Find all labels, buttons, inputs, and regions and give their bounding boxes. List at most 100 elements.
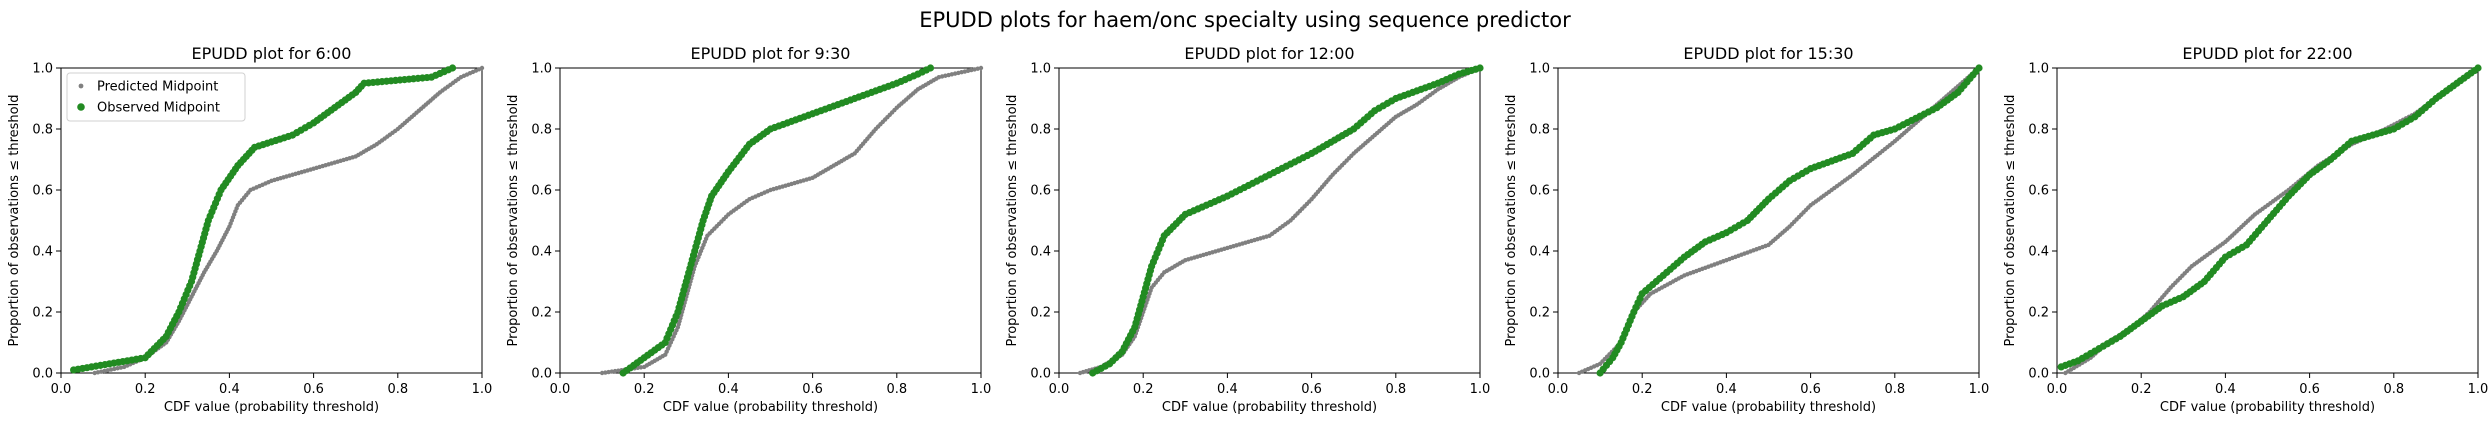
x-tick-label: 0.4 [1716,382,1737,397]
x-tick-label: 0.6 [2299,382,2320,397]
predicted-point [479,65,485,71]
predicted-point [599,370,605,376]
predicted-point [978,65,984,71]
observed-point [2474,64,2482,72]
x-axis-label: CDF value (probability threshold) [1661,400,1876,415]
predicted-point [115,366,120,371]
chart-panel-4: 0.0 0.2 0.4 0.6 0.8 1.0 0.0 0.2 0.4 0.6 0.8 1.0 EPUD… [2003,44,2488,415]
x-tick-label: 0.6 [802,382,823,397]
x-tick-label: 1.0 [1969,382,1990,397]
y-tick-label: 1.0 [32,62,53,77]
predicted-point [102,368,107,374]
observed-point [1975,64,1983,72]
x-tick-label: 1.0 [971,382,992,397]
y-tick-label: 0.2 [1529,306,1550,321]
observed-point [448,64,457,72]
panels: 0.0 0.2 0.4 0.6 0.8 1.0 0.0 0.2 0.4 0.6 0.8 1.0 EPUD… [7,44,2488,415]
legend-label-observed: Observed Midpoint [97,101,220,116]
x-tick-label: 0.0 [2047,382,2068,397]
observed-series [70,64,457,374]
x-tick-label: 0.2 [135,382,156,397]
x-tick-label: 0.6 [1301,382,1322,397]
observed-point [1476,64,1484,72]
predicted-point [603,370,608,375]
x-tick-label: 0.2 [634,382,655,397]
y-tick-label: 0.4 [32,245,53,260]
predicted-point [99,369,104,374]
x-tick-label: 0.0 [1548,382,1569,397]
axes-frame [2056,67,2479,374]
y-tick-label: 1.0 [2028,62,2049,77]
x-tick-label: 1.0 [1470,382,1491,397]
chart-panel-0: 0.0 0.2 0.4 0.6 0.8 1.0 0.0 0.2 0.4 0.6 0.8 1.0 EPUD… [7,44,492,415]
predicted-point [612,368,618,374]
observed-series [1089,64,1484,377]
legend: Predicted Midpoint Observed Midpoint [66,72,246,122]
chart-panel-1: 0.0 0.2 0.4 0.6 0.8 1.0 0.0 0.2 0.4 0.6 0.8 1.0 EPUD… [506,44,991,415]
predicted-point [609,369,615,374]
y-tick-label: 0.4 [531,245,552,260]
y-tick-label: 0.6 [1030,184,1051,199]
axes-frame [1557,67,1980,374]
legend-label-predicted: Predicted Midpoint [97,80,218,95]
axes-frame [1058,67,1481,374]
predicted-series [1077,65,1483,376]
legend-marker-observed [77,103,85,111]
y-tick-label: 0.2 [2028,306,2049,321]
x-tick-label: 0.0 [51,382,72,397]
x-tick-label: 0.4 [2215,382,2236,397]
legend-marker-predicted [78,83,84,89]
x-axis-label: CDF value (probability threshold) [663,400,878,415]
y-tick-label: 0.2 [531,306,552,321]
x-tick-label: 0.4 [1217,382,1238,397]
chart-title: EPUDD plot for 6:00 [192,44,352,63]
predicted-point [92,370,97,376]
x-axis-label: CDF value (probability threshold) [1162,400,1377,415]
x-tick-label: 0.4 [718,382,739,397]
y-tick-label: 0.6 [1529,184,1550,199]
predicted-point [95,370,101,375]
y-tick-label: 0.6 [32,184,53,199]
observed-series [1596,64,1983,377]
y-tick-label: 0.4 [2028,245,2049,260]
figure-title: EPUDD plots for haem/onc specialty using… [919,8,1571,32]
predicted-point [638,365,644,370]
y-tick-label: 1.0 [1030,62,1051,77]
x-tick-label: 0.8 [387,382,408,397]
x-tick-label: 0.2 [1133,382,1154,397]
y-tick-label: 0.0 [2028,367,2049,382]
y-tick-label: 0.0 [1030,367,1051,382]
predicted-series [1576,65,1982,376]
y-axis-label: Proportion of observations ≤ threshold [1005,95,1020,347]
predicted-point [105,368,110,373]
predicted-series [92,65,485,376]
x-tick-label: 0.2 [2131,382,2152,397]
predicted-point [108,367,114,372]
x-tick-label: 0.2 [1632,382,1653,397]
axes-frame [60,67,483,374]
x-tick-label: 1.0 [472,382,493,397]
legend-box [66,72,246,122]
predicted-point [112,366,117,372]
chart-title: EPUDD plot for 15:30 [1683,44,1853,63]
chart-title: EPUDD plot for 9:30 [691,44,851,63]
y-tick-label: 0.0 [1529,367,1550,382]
y-tick-label: 0.8 [531,123,552,138]
y-axis-label: Proportion of observations ≤ threshold [2003,95,2018,347]
y-tick-label: 0.6 [2028,184,2049,199]
x-tick-label: 1.0 [2468,382,2489,397]
x-tick-label: 0.6 [303,382,324,397]
predicted-series [599,65,984,376]
observed-point [926,64,935,72]
predicted-point [606,369,611,375]
x-tick-label: 0.8 [1884,382,1905,397]
predicted-point [616,368,621,373]
y-tick-label: 1.0 [531,62,552,77]
axes-frame [559,67,982,374]
y-tick-label: 0.4 [1030,245,1051,260]
chart-title: EPUDD plot for 22:00 [2182,44,2352,63]
y-tick-label: 0.2 [32,306,53,321]
x-axis-label: CDF value (probability threshold) [164,400,379,415]
y-tick-label: 0.0 [531,367,552,382]
